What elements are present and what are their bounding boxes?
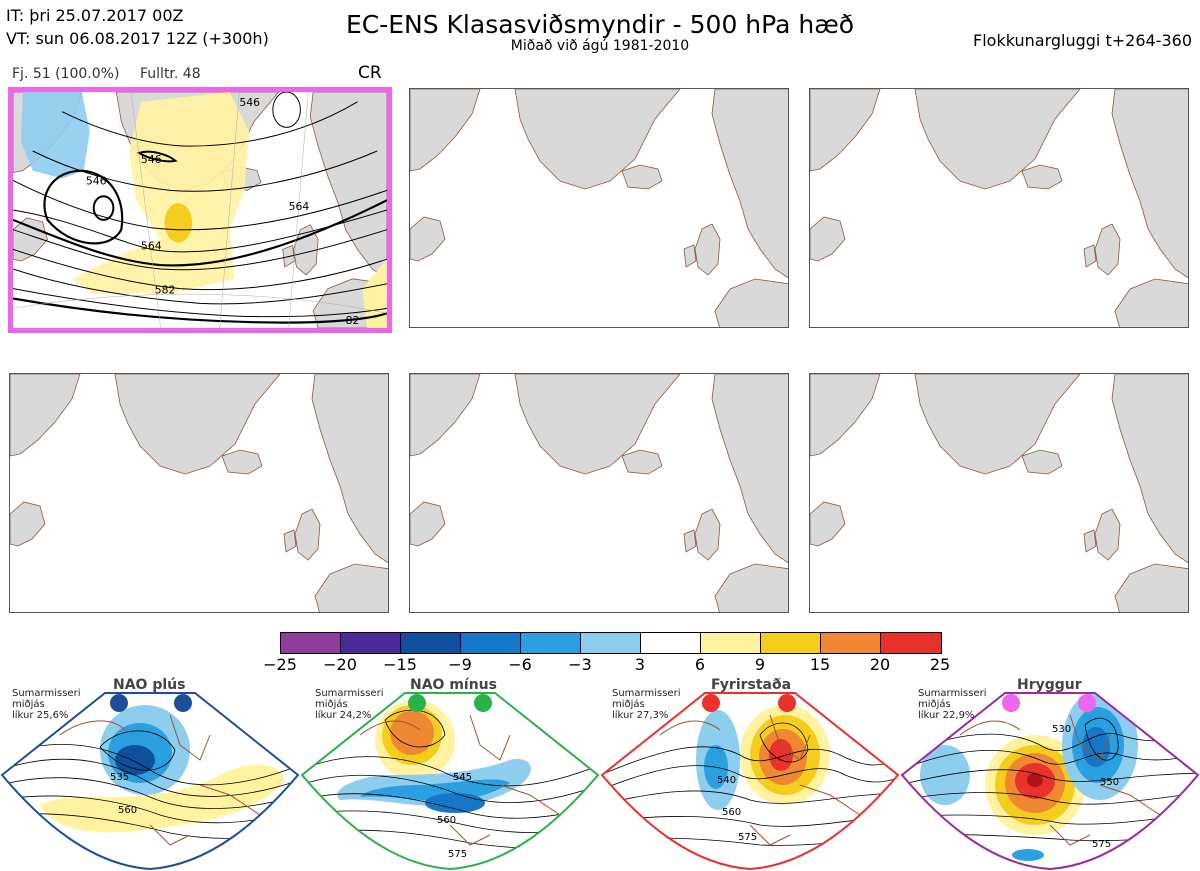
colorbar-segment <box>641 633 701 653</box>
regime-desc: miðjás <box>12 699 45 710</box>
colorbar-segment <box>581 633 641 653</box>
regime-maps: 535 560 545 560 575 <box>0 692 1200 871</box>
cluster-map-6 <box>809 373 1189 613</box>
contour-label: 546 <box>239 96 260 109</box>
cluster-count: Fj. 51 (100.0%) <box>12 66 120 82</box>
regime-desc: miðjás <box>315 699 348 710</box>
regime-title: Hryggur <box>1017 677 1082 693</box>
regime-code: CR <box>358 63 382 83</box>
colorbar-segment <box>881 633 941 653</box>
cluster-map-1: 546 546 564 564 582 82 546 <box>8 87 392 333</box>
colorbar-tick: −6 <box>508 655 532 674</box>
regime-border <box>600 692 900 871</box>
colorbar-tick: −20 <box>323 655 357 674</box>
colorbar-segment <box>701 633 761 653</box>
regime-title: NAO plús <box>113 677 186 693</box>
contour-label: 575 <box>738 832 757 843</box>
contour-label: 545 <box>453 772 472 783</box>
contour-label: 546 <box>86 174 107 187</box>
regime-season: Sumarmisseri <box>612 688 681 699</box>
regime-dot <box>174 694 192 712</box>
regime-dot <box>110 694 128 712</box>
colorbar-tick: −3 <box>568 655 592 674</box>
regime-border <box>300 692 600 871</box>
regime-blocking-map: 540 560 575 <box>602 705 898 846</box>
colorbar-tick: 9 <box>754 655 766 674</box>
colorbar-segment <box>521 633 581 653</box>
regime-desc: miðjás <box>612 699 645 710</box>
regime-desc: miðjás <box>918 699 951 710</box>
contour-label: 560 <box>437 815 456 826</box>
regime-ridge-map: 530 550 575 <box>902 693 1198 861</box>
colorbar-tick: 25 <box>929 655 951 674</box>
contour-label: 546 <box>141 153 162 166</box>
regime-info: Sumarmisseri miðjás líkur 24,2% <box>315 688 383 721</box>
classification-window: Flokkunargluggi t+264-360 <box>973 31 1192 50</box>
regime-border <box>0 692 300 871</box>
regime-season: Sumarmisseri <box>315 688 384 699</box>
cluster-map-5 <box>409 373 789 613</box>
cluster-map-3 <box>809 88 1189 328</box>
regime-prob: líkur 22,9% <box>918 710 975 721</box>
regime-title: Fyrirstaða <box>711 677 792 693</box>
contour-label: 540 <box>717 775 736 786</box>
regime-dot <box>1078 694 1096 712</box>
colorbar-tick: 15 <box>809 655 831 674</box>
regime-info: Sumarmisseri miðjás líkur 22,9% <box>918 688 986 721</box>
colorbar-tick: −9 <box>448 655 472 674</box>
regime-info: Sumarmisseri miðjás líkur 27,3% <box>612 688 680 721</box>
colorbar-tick: 6 <box>694 655 706 674</box>
regime-border <box>900 692 1200 871</box>
colorbar-tick: −25 <box>263 655 297 674</box>
regime-nao-minus-map: 545 560 575 <box>302 700 598 860</box>
regime-season: Sumarmisseri <box>12 688 81 699</box>
colorbar-segment <box>341 633 401 653</box>
contour-label: 560 <box>722 807 741 818</box>
colorbar-segment <box>281 633 341 653</box>
cluster-map-4 <box>9 373 389 613</box>
regime-dot <box>408 694 426 712</box>
page-subtitle: Miðað við ágú 1981-2010 <box>510 38 690 54</box>
colorbar-tick: 3 <box>634 655 646 674</box>
cluster-map-2 <box>409 88 789 328</box>
regime-prob: líkur 24,2% <box>315 710 372 721</box>
anomaly-colorbar <box>280 632 942 654</box>
regime-dot <box>702 694 720 712</box>
contour-label: 564 <box>141 239 162 252</box>
contour-label: 582 <box>155 284 176 297</box>
regime-dot <box>778 694 796 712</box>
cluster-representative: Fulltr. 48 <box>140 66 201 82</box>
init-time: IT: þri 25.07.2017 00Z <box>6 6 184 25</box>
regime-season: Sumarmisseri <box>918 688 987 699</box>
regime-dot <box>1002 694 1020 712</box>
regime-dot <box>474 694 492 712</box>
colorbar-tick: −15 <box>383 655 417 674</box>
regime-title: NAO mínus <box>410 677 497 693</box>
regime-nao-plus-map: 535 560 <box>2 705 298 846</box>
page-title: EC-ENS Klasasviðsmyndir - 500 hPa hæð <box>345 10 855 39</box>
colorbar-tick: 20 <box>869 655 891 674</box>
contour-label: 550 <box>1100 777 1119 788</box>
regime-prob: líkur 25,6% <box>12 710 69 721</box>
colorbar-segment <box>461 633 521 653</box>
contour-label: 530 <box>1052 724 1071 735</box>
colorbar-segment <box>761 633 821 653</box>
contour-label: 575 <box>448 849 467 860</box>
contour-label: 560 <box>118 805 137 816</box>
contour-label: 535 <box>110 772 129 783</box>
colorbar-segment <box>821 633 881 653</box>
contour-label: 575 <box>1092 839 1111 850</box>
contour-label: 82 <box>346 314 360 327</box>
contour-label: 564 <box>289 200 310 213</box>
colorbar-segment <box>401 633 461 653</box>
regime-prob: líkur 27,3% <box>612 710 669 721</box>
regime-info: Sumarmisseri miðjás líkur 25,6% <box>12 688 80 721</box>
valid-time: VT: sun 06.08.2017 12Z (+300h) <box>6 29 269 48</box>
